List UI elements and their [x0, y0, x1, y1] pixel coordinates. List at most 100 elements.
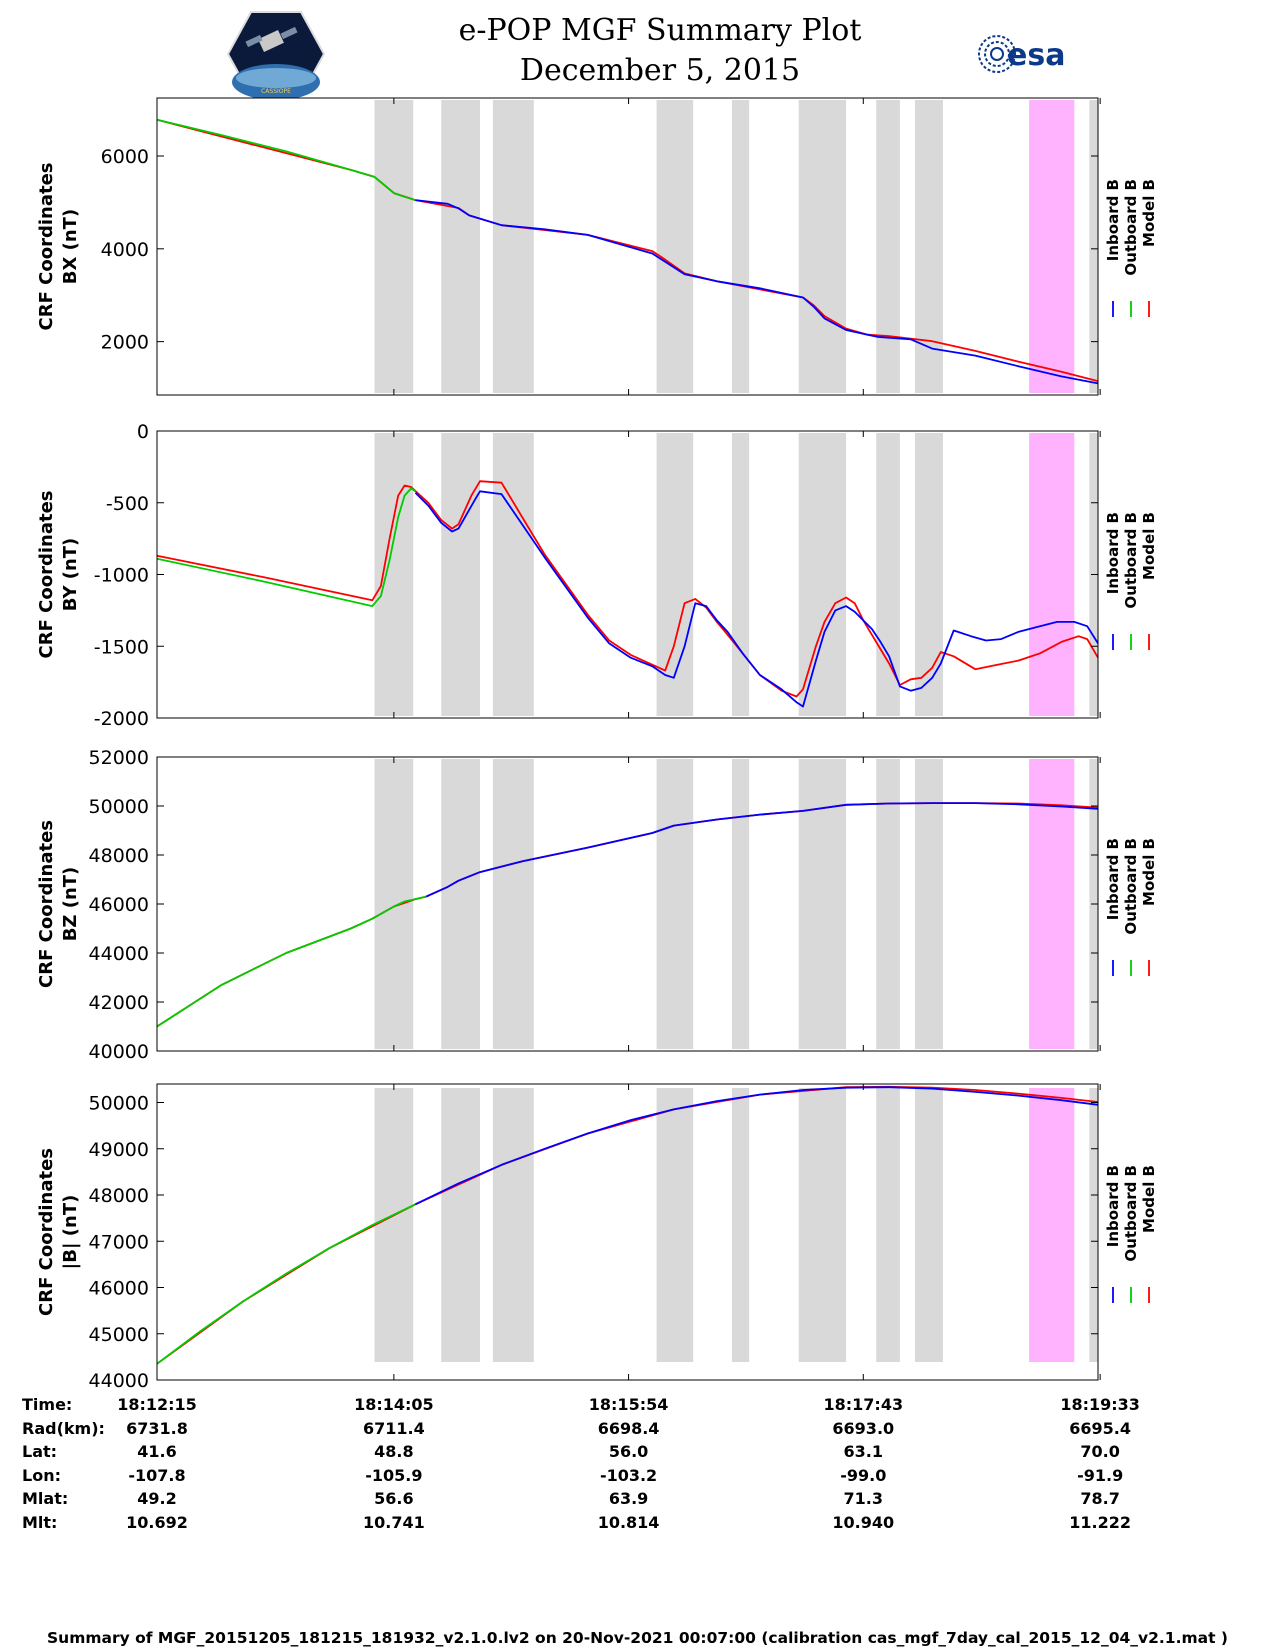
shaded-interval-gray: [374, 100, 414, 393]
y-axis-title-line2: |B| (nT): [60, 1195, 81, 1270]
ephemeris-value: 18:14:05: [354, 1395, 434, 1414]
shaded-interval-gray: [914, 433, 943, 716]
series-line-inboard-b: [414, 490, 1099, 708]
ephemeris-value: 6698.4: [597, 1418, 660, 1438]
esa-logo: esa: [978, 35, 1065, 73]
y-tick-label: 48000: [89, 1185, 149, 1207]
plot-title: e-POP MGF Summary Plot: [458, 13, 862, 48]
y-axis-title-line1: CRF Coordinates: [36, 163, 57, 331]
ephemeris-value: 10.741: [362, 1512, 425, 1532]
legend-label: Outboard B: [1122, 512, 1140, 609]
legend-label: Model B: [1140, 512, 1158, 580]
shaded-interval-gray: [1089, 100, 1098, 393]
axes-frame: [156, 756, 1099, 1052]
y-axis-title-line2: BY (nT): [60, 538, 81, 612]
ephemeris-value: 6731.8: [126, 1418, 188, 1438]
shaded-interval-gray: [876, 1088, 900, 1362]
ephemeris-value: 70.0: [1080, 1442, 1120, 1461]
ephemeris-value: -91.9: [1077, 1465, 1124, 1485]
axes-frame: [156, 1083, 1099, 1381]
shaded-interval-pink: [1029, 759, 1075, 1049]
shaded-interval-gray: [656, 100, 694, 393]
legend-label: Inboard B: [1104, 838, 1122, 920]
ephemeris-value: 71.3: [843, 1489, 884, 1508]
ephemeris-value: 56.0: [608, 1442, 649, 1461]
ephemeris-value: 48.8: [374, 1442, 414, 1461]
y-tick-label: -1000: [94, 565, 149, 587]
shaded-interval-pink: [1029, 1088, 1075, 1362]
y-tick-label: -500: [106, 493, 149, 515]
cassiope-mission-logo: CASSIOPE: [226, 11, 326, 98]
shaded-interval-gray: [492, 433, 534, 716]
ephemeris-value: 10.940: [832, 1512, 895, 1532]
plot-date: December 5, 2015: [519, 53, 801, 88]
axes-frame: [156, 97, 1099, 396]
ephemeris-value: 78.7: [1080, 1489, 1120, 1508]
ephemeris-row-label: Lon:: [22, 1465, 61, 1485]
y-tick-label: 40000: [89, 1041, 149, 1063]
shaded-interval-gray: [876, 433, 900, 716]
y-tick-label: 42000: [89, 992, 149, 1014]
legend-label: Inboard B: [1104, 512, 1122, 594]
shaded-interval-gray: [374, 759, 414, 1049]
y-tick-label: 44000: [89, 943, 149, 965]
ephemeris-value: -99.0: [840, 1465, 887, 1485]
series-line-outboard-b: [156, 895, 427, 1028]
ephemeris-value: 18:15:54: [588, 1395, 669, 1414]
ephemeris-row-label: Mlt:: [22, 1512, 58, 1532]
ephemeris-value: 11.222: [1069, 1512, 1132, 1532]
shaded-interval-gray: [441, 759, 480, 1049]
series-line-outboard-b: [156, 1203, 416, 1365]
legend-label: Inboard B: [1104, 1165, 1122, 1247]
y-tick-label: -1500: [94, 636, 149, 658]
legend-label: Model B: [1140, 838, 1158, 906]
panel-bx: 2000 4000 6000 CRF Coordinates BX (nT) Inboar…: [36, 97, 1158, 396]
panel-btotal: 44000 45000 46000 47000 48000 49000 50000 CRF C…: [36, 1083, 1158, 1392]
y-tick-label: 52000: [89, 747, 149, 769]
ephemeris-value: 10.692: [126, 1512, 188, 1532]
footer-caption: Summary of MGF_20151205_181215_181932_v2…: [47, 1629, 1228, 1647]
shaded-interval-gray: [798, 1088, 847, 1362]
y-tick-label: 50000: [89, 1093, 149, 1115]
y-tick-label: 6000: [101, 146, 149, 168]
shaded-interval-gray: [798, 100, 847, 393]
legend-label: Outboard B: [1122, 1165, 1140, 1262]
axes-frame: [156, 430, 1099, 719]
shaded-interval-gray: [731, 433, 750, 716]
shaded-interval-gray: [492, 759, 534, 1049]
legend-label: Inboard B: [1104, 179, 1122, 261]
ephemeris-value: 10.814: [597, 1512, 660, 1532]
ephemeris-value: 6695.4: [1069, 1418, 1132, 1438]
shaded-interval-gray: [876, 759, 900, 1049]
y-axis-title-line1: CRF Coordinates: [36, 1148, 57, 1316]
shaded-interval-gray: [656, 1088, 694, 1362]
shaded-interval-gray: [374, 1088, 414, 1362]
shaded-interval-gray: [798, 433, 847, 716]
panel-bz: 40000 42000 44000 46000 48000 50000 52000 CRF C…: [36, 747, 1158, 1063]
shaded-interval-gray: [374, 433, 414, 716]
series-line-model-b: [156, 1085, 1099, 1365]
ephemeris-value: 18:19:33: [1060, 1395, 1140, 1414]
legend-label: Model B: [1140, 179, 1158, 247]
series-line-inboard-b: [415, 199, 1099, 385]
y-tick-label: 4000: [101, 239, 149, 261]
ephemeris-value: 49.2: [137, 1489, 177, 1508]
series-line-inboard-b: [415, 1086, 1099, 1206]
series-line-outboard-b: [156, 487, 416, 607]
panel-by: -2000 -1500 -1000 -500 0 CRF Coordinates BY (n…: [36, 421, 1158, 730]
ephemeris-row-label: Lat:: [22, 1442, 58, 1461]
ephemeris-value: 63.1: [843, 1442, 884, 1461]
y-axis-title-line2: BX (nT): [60, 209, 81, 284]
shaded-interval-gray: [731, 1088, 750, 1362]
shaded-interval-pink: [1029, 100, 1075, 393]
shaded-interval-gray: [1089, 1088, 1098, 1362]
series-line-outboard-b: [156, 118, 416, 201]
y-tick-label: 46000: [89, 894, 149, 916]
y-tick-label: 45000: [89, 1324, 149, 1346]
series-line-model-b: [156, 802, 1099, 1028]
shaded-interval-gray: [441, 1088, 480, 1362]
ephemeris-value: 18:17:43: [823, 1395, 904, 1414]
y-tick-label: 2000: [101, 332, 149, 354]
y-tick-label: 44000: [89, 1370, 149, 1392]
